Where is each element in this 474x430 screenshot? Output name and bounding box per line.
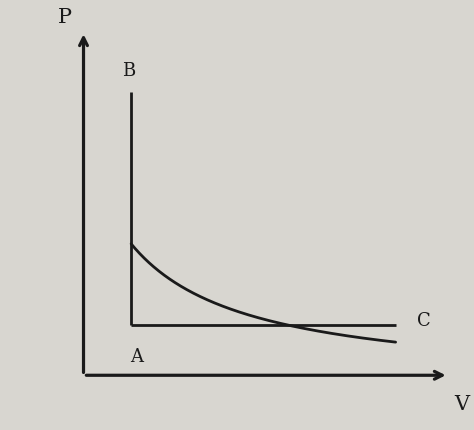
Text: V: V <box>454 394 469 413</box>
Text: C: C <box>417 311 430 329</box>
Text: A: A <box>130 347 143 365</box>
Text: B: B <box>122 62 135 80</box>
Text: P: P <box>58 8 72 28</box>
